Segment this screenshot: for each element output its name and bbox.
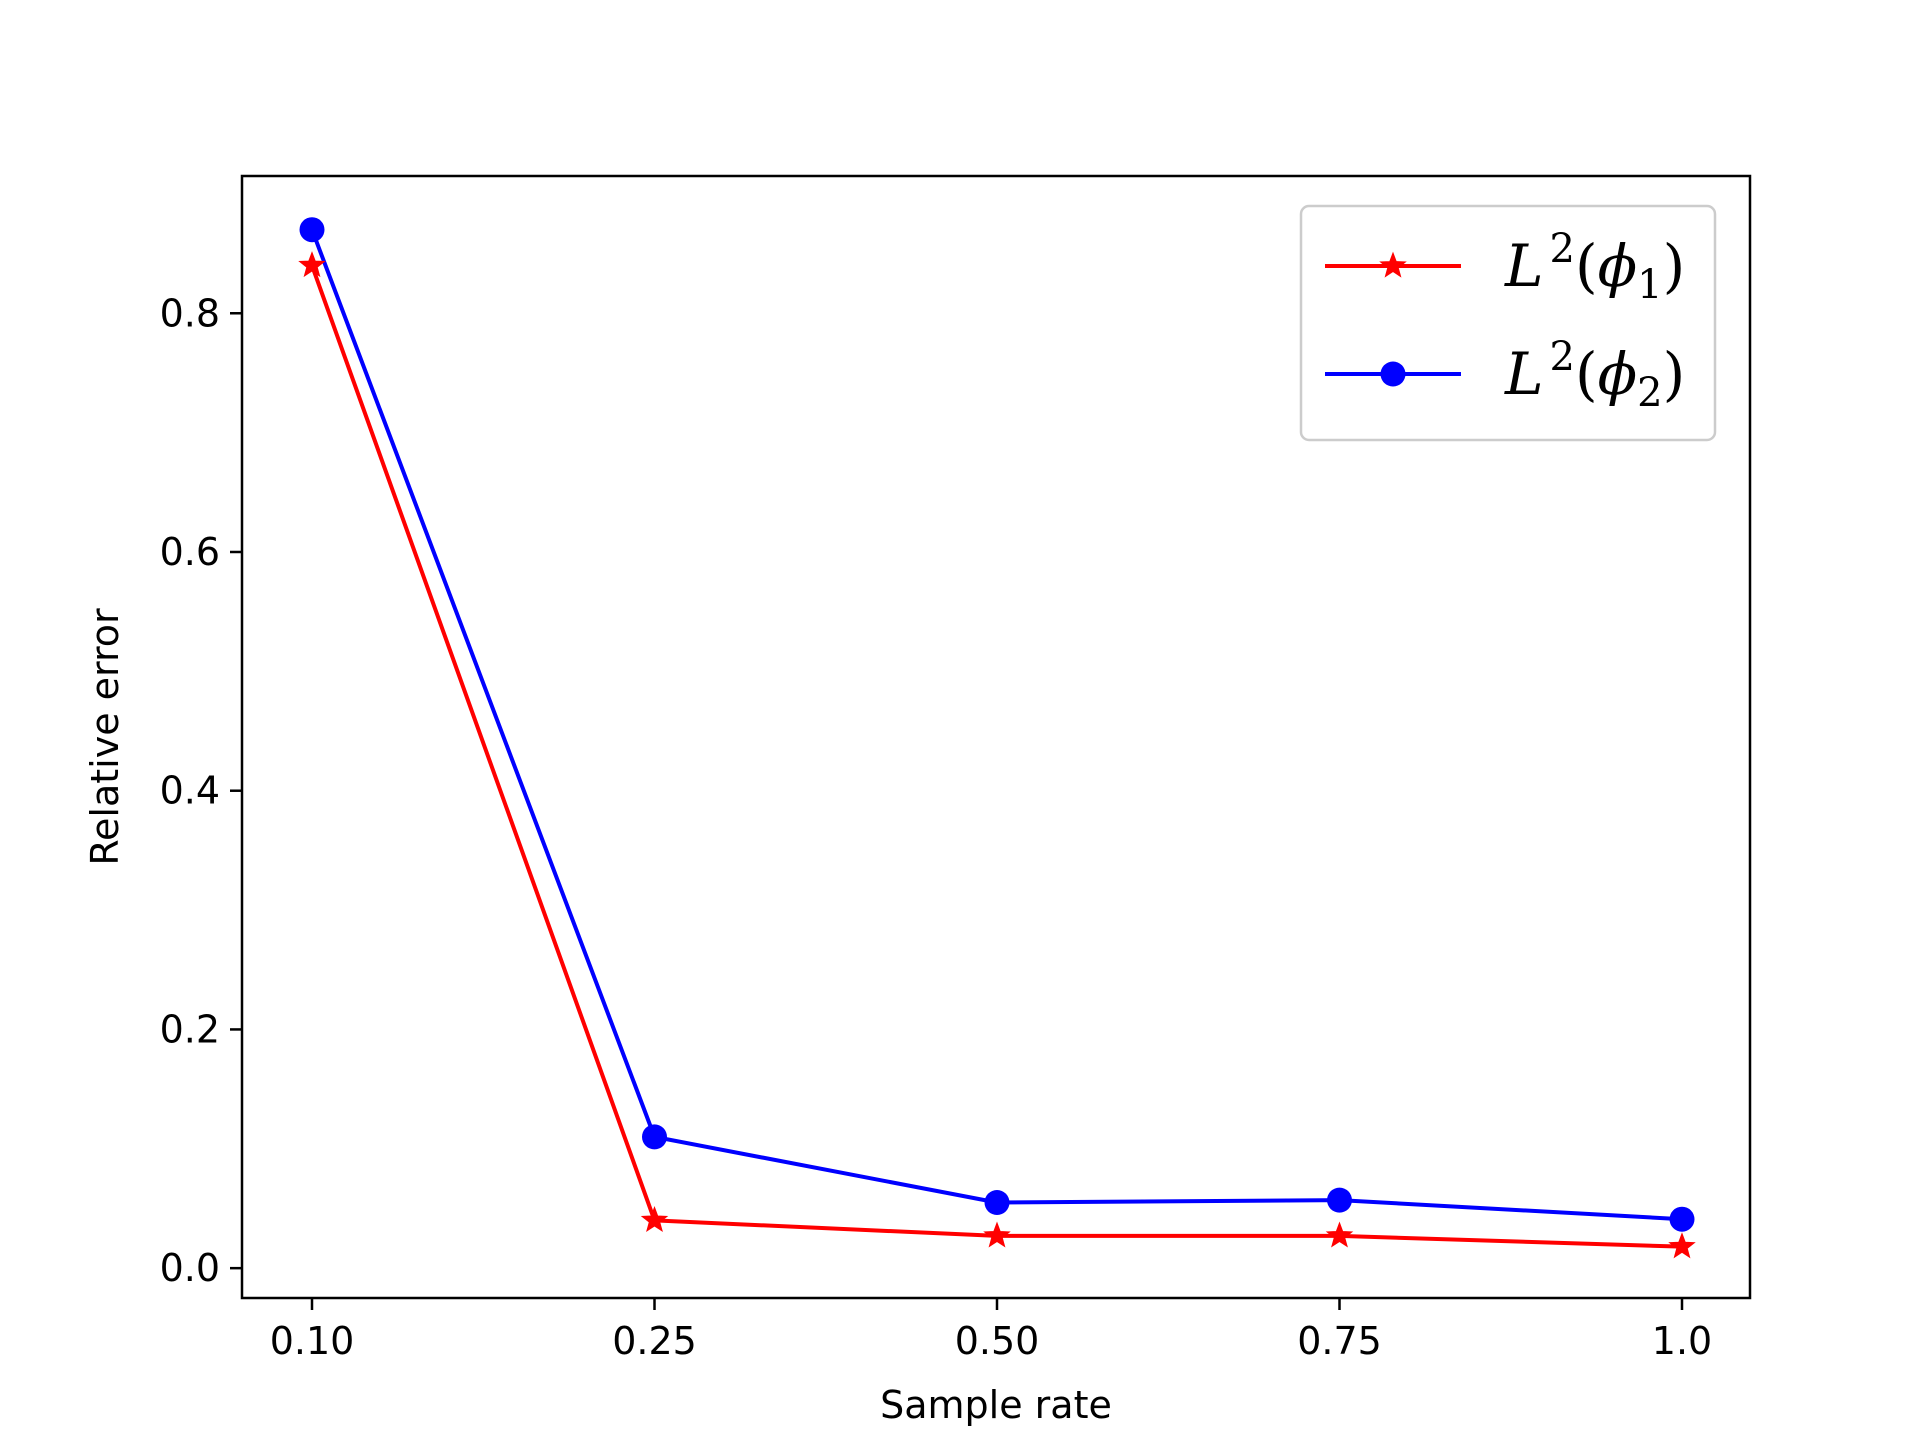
legend-swatch-marker — [1379, 251, 1407, 278]
y-tick-label: 0.6 — [160, 530, 220, 574]
series-1-point — [298, 251, 326, 278]
y-tick-label: 0.2 — [160, 1007, 220, 1051]
series-1-point — [1668, 1232, 1696, 1259]
x-tick-label: 0.75 — [1297, 1319, 1382, 1363]
x-tick-label: 1.0 — [1652, 1319, 1712, 1363]
x-tick-label: 0.50 — [955, 1319, 1040, 1363]
x-tick-label: 0.10 — [270, 1319, 355, 1363]
series-1-point — [983, 1221, 1011, 1248]
series-layer — [298, 217, 1696, 1259]
series-2-point — [642, 1124, 667, 1150]
legend-swatch-marker — [1380, 361, 1406, 387]
series-1-point — [640, 1205, 669, 1233]
series-2-point — [1669, 1206, 1695, 1232]
legend-entry-1: L 2(ϕ1) — [1325, 226, 1685, 308]
series-2-point — [1327, 1187, 1352, 1213]
legend: L 2(ϕ1) L 2(ϕ2) — [1299, 204, 1717, 442]
y-tick-label: 0.0 — [160, 1246, 220, 1290]
y-tick-label: 0.8 — [160, 291, 220, 335]
y-axis-label: Relative error — [83, 608, 127, 866]
axes: 0.10 0.25 0.50 0.75 1.0 0.0 0.2 0.4 0.6 0.8 Sample… — [83, 174, 1752, 1427]
series-2 — [299, 217, 1695, 1232]
series-2-point — [299, 217, 325, 243]
y-tick-label: 0.4 — [160, 769, 220, 813]
x-axis-label: Sample rate — [880, 1383, 1112, 1427]
x-tick-label: 0.25 — [612, 1319, 697, 1363]
legend-label: L 2(ϕ1) — [1504, 226, 1685, 308]
series-1 — [298, 251, 1696, 1259]
legend-label: L 2(ϕ2) — [1504, 334, 1685, 416]
series-2-point — [984, 1190, 1010, 1216]
legend-entry-2: L 2(ϕ2) — [1325, 334, 1685, 416]
series-1-point — [1325, 1221, 1354, 1248]
